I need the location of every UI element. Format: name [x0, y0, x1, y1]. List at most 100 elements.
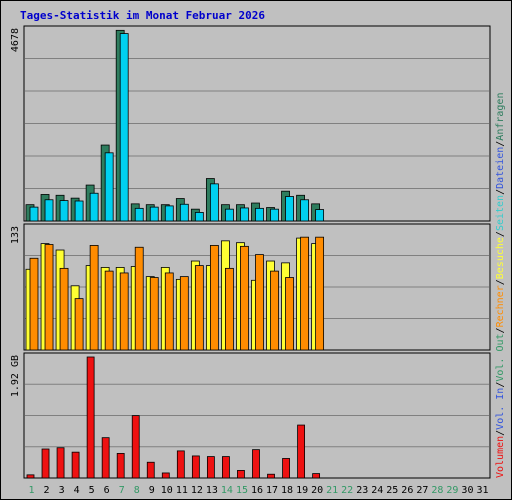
bar-dateien-day-19: [300, 199, 309, 222]
bar-rechner-day-15: [240, 245, 249, 351]
chart-title: Tages-Statistik im Monat Februar 2026: [20, 9, 265, 22]
bar-dateien-day-3: [59, 200, 69, 222]
bar-dateien-day-15: [240, 207, 249, 222]
bar-dateien-day-12: [194, 212, 204, 222]
y-max-label: 133: [10, 226, 21, 244]
legend-item-volumen: Volumen: [495, 436, 506, 478]
bar-volumen-day-15: [237, 470, 245, 479]
x-tick-label: 15: [236, 485, 248, 496]
bar-dateien-day-17: [270, 208, 279, 222]
bar-dateien-day-14: [225, 208, 234, 222]
x-tick-label: 17: [266, 485, 278, 496]
bar-rechner-day-6: [104, 270, 114, 351]
legend-separator: /: [495, 279, 506, 285]
bar-volumen-day-11: [176, 450, 185, 479]
bar-volumen-day-18: [282, 458, 290, 479]
bar-dateien-day-13: [209, 183, 219, 222]
x-tick-label: 12: [191, 485, 203, 496]
bar-dateien-day-7: [119, 33, 129, 222]
bar-dateien-day-10: [164, 205, 174, 222]
x-tick-label: 21: [326, 485, 338, 496]
bar-volumen-day-4: [71, 451, 80, 479]
bar-volumen-day-2: [41, 448, 50, 479]
panel-middle: 133: [10, 223, 491, 351]
x-tick-label: 13: [206, 485, 218, 496]
bar-volumen-day-5: [86, 356, 95, 479]
legend-item-besuche: Besuche: [495, 237, 506, 279]
bar-rechner-day-17: [270, 270, 279, 351]
legend-separator: /: [495, 189, 506, 195]
x-tick-label: 29: [446, 485, 458, 496]
legend-text: Volumen/Vol. In/Vol. Out/Rechner/Besuche…: [495, 93, 506, 478]
legend-item-dateien: Dateien: [495, 147, 506, 189]
x-tick-label: 30: [461, 485, 473, 496]
y-max-label: 1.92 GB: [10, 355, 21, 397]
x-tick-label: 31: [476, 485, 488, 496]
bar-rechner-day-13: [209, 245, 219, 351]
bar-rechner-day-16: [255, 254, 264, 351]
legend-item-vol-out: Vol. Out: [495, 333, 506, 381]
legend-separator: /: [495, 430, 506, 436]
bar-volumen-day-20: [312, 473, 321, 479]
x-tick-label: 9: [149, 485, 155, 496]
bar-rechner-day-5: [89, 245, 99, 351]
bar-rechner-day-20: [315, 236, 325, 351]
bar-rechner-day-7: [119, 272, 129, 351]
bar-volumen-day-17: [267, 473, 275, 479]
bar-dateien-day-16: [255, 207, 264, 222]
bar-dateien-day-5: [89, 192, 99, 222]
x-tick-label: 19: [296, 485, 308, 496]
x-tick-label: 26: [401, 485, 413, 496]
legend-separator: /: [495, 327, 506, 333]
legend-item-vol-in: Vol. In: [495, 388, 506, 430]
x-tick-label: 24: [371, 485, 383, 496]
x-tick-label: 23: [356, 485, 368, 496]
legend-item-rechner: Rechner: [495, 285, 506, 327]
bar-dateien-day-9: [149, 206, 159, 222]
bar-dateien-day-11: [179, 203, 189, 222]
x-tick-label: 1: [29, 485, 35, 496]
bar-volumen-day-13: [206, 456, 215, 479]
x-tick-label: 25: [386, 485, 398, 496]
x-tick-label: 3: [59, 485, 65, 496]
bar-rechner-day-18: [285, 277, 294, 351]
bar-volumen-day-8: [131, 415, 140, 479]
bar-volumen-day-14: [222, 456, 230, 479]
bar-dateien-day-1: [29, 206, 39, 222]
bar-volumen-day-12: [191, 455, 200, 479]
bar-rechner-day-12: [194, 265, 204, 351]
bar-rechner-day-10: [164, 272, 174, 351]
bar-dateien-day-20: [315, 209, 325, 222]
x-tick-label: 11: [176, 485, 188, 496]
bar-dateien-day-8: [134, 207, 144, 222]
x-tick-label: 18: [281, 485, 293, 496]
right-legend: Volumen/Vol. In/Vol. Out/Rechner/Besuche…: [495, 93, 506, 478]
x-tick-label: 16: [251, 485, 263, 496]
x-tick-label: 6: [104, 485, 110, 496]
panel-bottom: 1.92 GB: [10, 352, 491, 479]
bar-rechner-day-19: [300, 236, 309, 351]
legend-item-anfragen: Anfragen: [495, 93, 506, 141]
bar-rechner-day-14: [225, 267, 234, 351]
bar-rechner-day-11: [179, 276, 189, 351]
bar-dateien-day-18: [285, 196, 294, 222]
x-tick-label: 7: [119, 485, 125, 496]
x-tick-label: 10: [161, 485, 173, 496]
bar-volumen-day-16: [252, 449, 260, 479]
x-tick-label: 8: [134, 485, 140, 496]
legend-item-seiten: Seiten: [495, 195, 506, 231]
bar-volumen-day-3: [56, 447, 65, 479]
bar-volumen-day-9: [146, 461, 155, 479]
legend-separator: /: [495, 231, 506, 237]
bar-rechner-day-3: [59, 267, 69, 351]
legend-separator: /: [495, 382, 506, 388]
x-tick-label: 14: [221, 485, 233, 496]
bar-volumen-day-10: [161, 472, 170, 479]
bar-rechner-day-4: [74, 298, 84, 351]
bar-rechner-day-2: [44, 244, 54, 351]
x-tick-label: 5: [89, 485, 95, 496]
legend-separator: /: [495, 141, 506, 147]
x-tick-label: 20: [311, 485, 323, 496]
